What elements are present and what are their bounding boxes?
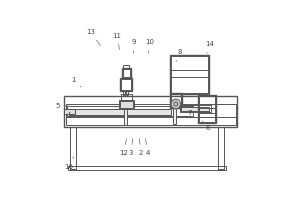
Bar [120, 78, 132, 91]
Text: 1: 1 [71, 77, 81, 87]
Text: 13: 13 [86, 29, 100, 46]
Bar [180, 105, 211, 112]
Bar [170, 93, 182, 108]
Text: 14: 14 [206, 41, 214, 53]
Text: 10: 10 [146, 39, 154, 53]
Bar [123, 69, 130, 77]
Text: 16: 16 [64, 157, 74, 170]
Text: 2: 2 [139, 139, 143, 156]
Bar [124, 102, 127, 125]
Text: 11: 11 [112, 33, 122, 49]
Bar [171, 94, 181, 107]
Bar [120, 101, 133, 108]
Bar [122, 68, 130, 78]
Text: 4: 4 [146, 139, 150, 156]
Bar [64, 96, 237, 127]
Circle shape [171, 99, 181, 109]
Bar [171, 56, 208, 93]
Bar [122, 79, 131, 90]
Bar [69, 109, 171, 115]
Bar [70, 127, 76, 169]
Bar [121, 94, 132, 100]
Text: 6: 6 [202, 121, 210, 131]
Text: 5: 5 [56, 103, 68, 109]
Bar [123, 91, 124, 95]
Text: 3: 3 [129, 139, 133, 156]
Bar [181, 107, 209, 111]
Bar [67, 106, 193, 116]
Bar [173, 105, 176, 124]
Text: 8: 8 [176, 49, 182, 61]
Bar [170, 55, 209, 94]
Bar [64, 109, 75, 114]
Text: 12: 12 [119, 139, 128, 156]
Bar [68, 166, 226, 170]
Bar [198, 95, 216, 123]
Bar [126, 91, 128, 95]
Bar [66, 104, 236, 125]
Text: 7: 7 [187, 106, 192, 116]
Text: 9: 9 [132, 39, 136, 53]
Bar [218, 127, 224, 169]
Bar [199, 96, 215, 122]
Bar [119, 100, 134, 109]
Bar [123, 65, 129, 69]
